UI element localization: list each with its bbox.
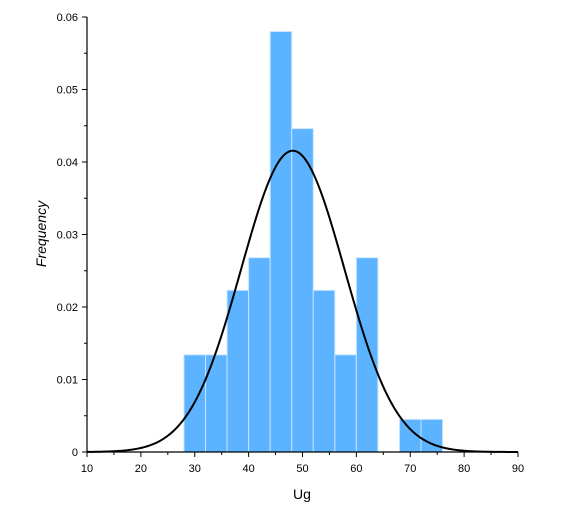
normal-fit-curve	[86, 149, 519, 453]
y-tick-label: 0	[72, 447, 78, 459]
x-tick-label: 50	[296, 463, 308, 475]
x-axis-title: Ug	[293, 486, 311, 502]
x-tick-label: 80	[458, 463, 470, 475]
histogram-bars	[183, 31, 444, 453]
x-tick-label: 20	[135, 463, 147, 475]
y-tick-label: 0.03	[57, 230, 78, 242]
x-tick-label: 70	[404, 463, 416, 475]
histogram-bar-4	[269, 31, 293, 453]
histogram-bar-3	[248, 257, 271, 453]
histogram-bar-7	[334, 354, 357, 453]
y-tick-label: 0.05	[57, 85, 78, 97]
x-tick-label: 10	[81, 463, 93, 475]
y-tick-label: 0.02	[57, 302, 78, 314]
axes: 10 20 30 40 50 60 70 80 90 0 0.01 0.02 0.03 0.04 0.05 0…	[57, 12, 525, 475]
histogram-bar-5	[291, 128, 314, 453]
y-tick-label: 0.04	[57, 157, 78, 169]
x-tick-label: 60	[350, 463, 362, 475]
y-tick-label: 0.01	[57, 375, 78, 387]
x-tick-label: 90	[512, 463, 524, 475]
histogram-bar-8	[355, 257, 379, 453]
y-axis-title: Frequency	[33, 200, 49, 267]
y-tick-label: 0.06	[57, 12, 78, 24]
x-tick-label: 40	[243, 463, 255, 475]
histogram-bar-6	[312, 289, 336, 453]
x-tick-label: 30	[189, 463, 201, 475]
histogram-bar-2	[226, 289, 250, 453]
